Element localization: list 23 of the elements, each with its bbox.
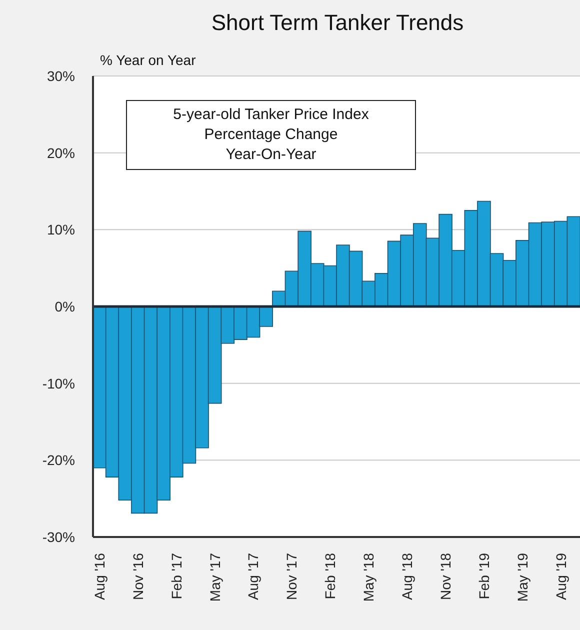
x-tick-label: May '18: [360, 552, 377, 602]
x-tick-label: Feb '17: [168, 552, 184, 600]
y-tick-label: 30%: [46, 68, 75, 84]
y-tick-label: 10%: [46, 222, 75, 238]
y-axis-title: % Year on Year: [100, 52, 196, 68]
x-tick-label: Nov '16: [130, 552, 146, 600]
x-tick-label: Feb '19: [476, 552, 492, 600]
y-tick-label: 0%: [54, 298, 75, 314]
x-tick-label: Feb '18: [322, 552, 338, 600]
note-box: 5-year-old Tanker Price Index Percentage Change Year-On-Year: [126, 100, 416, 170]
y-tick-label: -10%: [42, 375, 75, 392]
chart-title: Short Term Tanker Trends: [210, 10, 465, 36]
x-tick-label: May '17: [206, 552, 223, 602]
y-tick-label: -30%: [42, 528, 75, 545]
x-tick-label: Aug '16: [91, 552, 108, 600]
x-tick-label: May '19: [514, 552, 530, 602]
x-tick-label: Aug '18: [398, 552, 415, 600]
x-tick-label: Nov '17: [284, 552, 300, 600]
y-tick-label: 20%: [46, 144, 75, 161]
x-tick-label: Nov '18: [437, 552, 454, 600]
y-tick-label: -20%: [42, 452, 75, 468]
x-tick-label: Aug '19: [552, 552, 569, 600]
x-tick-label: Aug '17: [245, 552, 262, 600]
